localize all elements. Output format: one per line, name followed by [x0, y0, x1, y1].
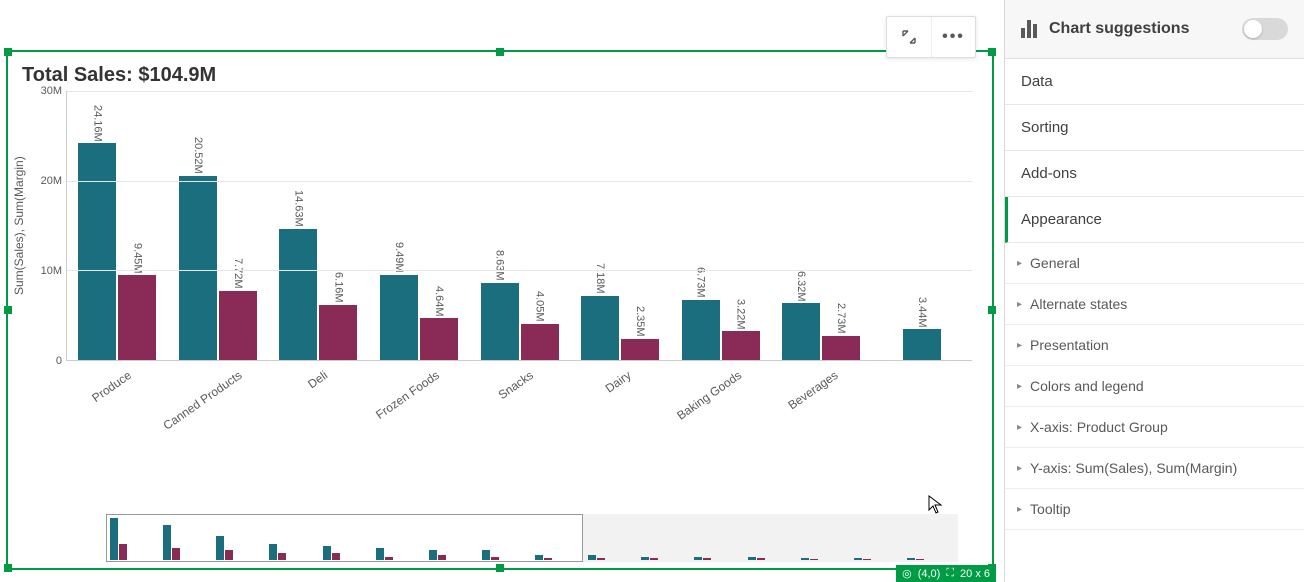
panel-section-appearance[interactable]: Appearance: [1005, 197, 1304, 243]
bar-group[interactable]: 3.44M: [872, 91, 973, 360]
category-label: Baking Goods: [674, 368, 744, 423]
y-tick: 10M: [41, 265, 62, 277]
expand-button[interactable]: [887, 17, 931, 57]
bar[interactable]: 6.73M: [682, 300, 720, 360]
panel-section-add-ons[interactable]: Add-ons: [1005, 151, 1304, 197]
bar-chart-icon: [1021, 20, 1037, 38]
chart-object[interactable]: Total Sales: $104.9M Sum(Sales), Sum(Mar…: [10, 54, 986, 566]
bar-value-label: 7.72M: [232, 258, 244, 291]
bar-group[interactable]: 9.49M4.64MFrozen Foods: [369, 91, 470, 360]
bar-value-label: 2.35M: [634, 306, 646, 339]
minimap-bars: [106, 518, 958, 560]
bar-group[interactable]: 14.63M6.16MDeli: [268, 91, 369, 360]
panel-sub-y-axis-sum-sales-sum-margin-[interactable]: Y-axis: Sum(Sales), Sum(Margin): [1005, 448, 1304, 489]
object-toolbar: •••: [886, 16, 976, 58]
bar[interactable]: 14.63M: [279, 229, 317, 360]
bar[interactable]: 6.16M: [319, 305, 357, 360]
grid-icon: ⛶: [946, 567, 954, 580]
bar[interactable]: 20.52M: [179, 176, 217, 360]
bar[interactable]: 3.44M: [903, 329, 941, 360]
bar-group[interactable]: 24.16M9.45MProduce: [67, 91, 168, 360]
bar-group[interactable]: 8.63M4.05MSnacks: [469, 91, 570, 360]
bar-group[interactable]: 20.52M7.72MCanned Products: [168, 91, 269, 360]
y-tick: 0: [56, 355, 62, 367]
expand-icon: [901, 29, 917, 45]
bar-value-label: 7.18M: [594, 263, 606, 296]
panel-sub-general[interactable]: General: [1005, 243, 1304, 284]
category-label: Snacks: [495, 368, 535, 402]
bar[interactable]: 3.22M: [722, 331, 760, 360]
category-label: Deli: [306, 368, 331, 391]
bar[interactable]: 24.16M: [78, 143, 116, 360]
category-label: Beverages: [786, 368, 841, 412]
y-axis-label: Sum(Sales), Sum(Margin): [10, 91, 32, 361]
bar-value-label: 24.16M: [91, 105, 103, 144]
bar[interactable]: 7.18M: [581, 296, 619, 360]
status-position: (4,0): [918, 568, 941, 580]
panel-sub-tooltip[interactable]: Tooltip: [1005, 489, 1304, 530]
bar-value-label: 3.44M: [916, 297, 928, 330]
y-axis-ticks: 010M20M30M: [32, 91, 66, 361]
bar[interactable]: 2.35M: [621, 339, 659, 360]
bar-group[interactable]: 6.32M2.73MBeverages: [771, 91, 872, 360]
panel-section-data[interactable]: Data: [1005, 59, 1304, 105]
y-tick: 30M: [41, 85, 62, 97]
more-button[interactable]: •••: [931, 17, 975, 57]
panel-sub-x-axis-product-group[interactable]: X-axis: Product Group: [1005, 407, 1304, 448]
bar-group[interactable]: 7.18M2.35MDairy: [570, 91, 671, 360]
bar-value-label: 20.52M: [192, 137, 204, 176]
bar[interactable]: 4.05M: [521, 324, 559, 360]
plot-area[interactable]: 24.16M9.45MProduce20.52M7.72MCanned Prod…: [66, 91, 972, 361]
bar-value-label: 4.64M: [433, 286, 445, 319]
bar-value-label: 8.63M: [494, 250, 506, 283]
status-badge: ◎ (4,0) ⛶ 20 x 6: [896, 565, 996, 582]
bar[interactable]: 4.64M: [420, 318, 458, 360]
canvas[interactable]: ••• Total Sales: $104.9M Sum(Sales), Sum…: [0, 0, 1004, 582]
bar-value-label: 6.32M: [795, 271, 807, 304]
bar-group[interactable]: 6.73M3.22MBaking Goods: [670, 91, 771, 360]
category-label: Frozen Foods: [373, 368, 442, 422]
bar[interactable]: 9.45M: [118, 275, 156, 360]
minimap[interactable]: [106, 514, 958, 562]
chart-title: Total Sales: $104.9M: [10, 54, 986, 91]
properties-panel: Chart suggestions DataSortingAdd-onsAppe…: [1004, 0, 1304, 582]
panel-section-sorting[interactable]: Sorting: [1005, 105, 1304, 151]
bar[interactable]: 6.32M: [782, 303, 820, 360]
bar-value-label: 14.63M: [292, 190, 304, 229]
bar[interactable]: 9.49M: [380, 275, 418, 360]
bar-value-label: 3.22M: [735, 299, 747, 332]
suggestions-toggle[interactable]: [1242, 18, 1288, 40]
panel-sub-alternate-states[interactable]: Alternate states: [1005, 284, 1304, 325]
bar[interactable]: 2.73M: [822, 336, 860, 360]
category-label: Produce: [90, 368, 135, 405]
resize-handle[interactable]: [988, 48, 996, 56]
bar-value-label: 4.05M: [534, 291, 546, 324]
target-icon: ◎: [902, 567, 912, 580]
more-icon: •••: [942, 28, 965, 46]
bar-value-label: 2.73M: [835, 303, 847, 336]
panel-header: Chart suggestions: [1005, 0, 1304, 59]
category-label: Canned Products: [160, 368, 244, 433]
panel-title: Chart suggestions: [1049, 20, 1230, 38]
panel-sub-colors-and-legend[interactable]: Colors and legend: [1005, 366, 1304, 407]
resize-handle[interactable]: [988, 306, 996, 314]
status-size: 20 x 6: [960, 568, 990, 580]
bar[interactable]: 8.63M: [481, 283, 519, 360]
panel-sub-presentation[interactable]: Presentation: [1005, 325, 1304, 366]
y-tick: 20M: [41, 175, 62, 187]
bar[interactable]: 7.72M: [219, 291, 257, 360]
bar-value-label: 6.73M: [695, 267, 707, 300]
category-label: Dairy: [603, 368, 634, 396]
bar-value-label: 6.16M: [332, 272, 344, 305]
